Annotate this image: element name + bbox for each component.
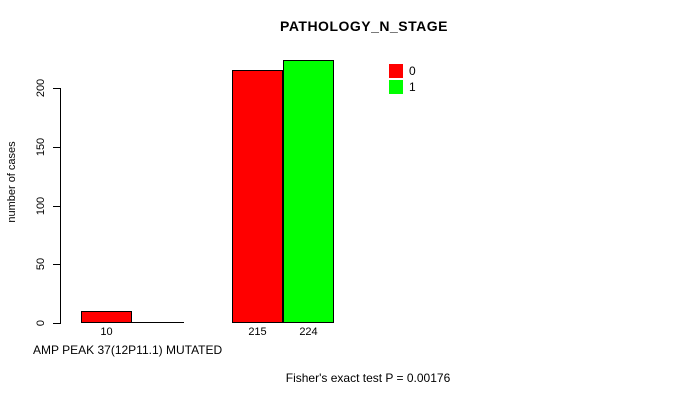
legend-label: 0 [409, 64, 416, 78]
y-tick-label: 150 [35, 137, 47, 157]
y-tick [53, 264, 60, 265]
legend-swatch [389, 80, 403, 94]
bar [232, 70, 283, 323]
legend-item: 1 [389, 79, 416, 95]
bar [81, 311, 132, 323]
legend-item: 0 [389, 63, 416, 79]
y-tick [53, 206, 60, 207]
y-tick-label: 50 [35, 257, 47, 271]
bar-value-label: 224 [299, 326, 318, 338]
x-axis-caption: AMP PEAK 37(12P11.1) MUTATED [33, 343, 223, 357]
legend-swatch [389, 64, 403, 78]
y-tick-label: 100 [35, 196, 47, 216]
y-tick [53, 88, 60, 89]
y-tick [53, 323, 60, 324]
bar [283, 60, 334, 323]
y-tick [53, 147, 60, 148]
y-axis-line [60, 88, 61, 324]
y-tick-label: 200 [35, 78, 47, 98]
bar-zero-baseline [132, 322, 184, 323]
bar-value-label: 215 [248, 326, 267, 338]
y-axis-label: number of cases [6, 141, 18, 223]
legend-label: 1 [409, 80, 416, 94]
y-tick-label: 0 [35, 319, 47, 327]
chart-title: PATHOLOGY_N_STAGE [280, 18, 448, 34]
bar-value-label: 10 [100, 326, 113, 338]
stat-annotation: Fisher's exact test P = 0.00176 [285, 371, 451, 385]
